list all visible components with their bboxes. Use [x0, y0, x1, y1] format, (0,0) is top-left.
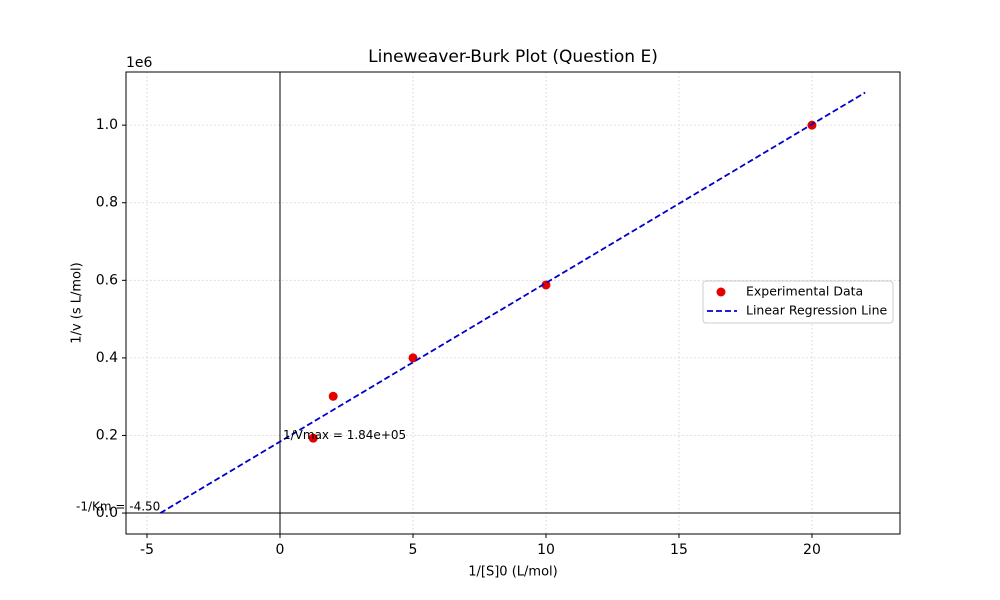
legend-marker [716, 287, 726, 297]
x-tick-label: 15 [670, 542, 688, 558]
legend-label: Linear Regression Line [746, 303, 888, 318]
y-axis-label: 1/v (s L/mol) [70, 262, 85, 343]
plot-frame [125, 71, 901, 535]
y-tick-label: 0.4 [96, 350, 118, 366]
y-offset-label: 1e6 [126, 55, 153, 71]
x-tick-label: 20 [803, 542, 821, 558]
annotation: -1/Km = -4.50 [76, 500, 160, 514]
legend: Experimental Data Linear Regression Line [702, 280, 894, 324]
y-tick-label: 0.2 [96, 427, 118, 443]
y-tick-label: 0.0 [96, 505, 118, 521]
x-tick-label: -5 [140, 542, 154, 558]
chart-title: Lineweaver-Burk Plot (Question E) [368, 47, 658, 67]
x-axis-label: 1/[S]0 (L/mol) [468, 565, 557, 580]
data-point [328, 391, 338, 401]
legend-label: Experimental Data [746, 284, 863, 299]
legend-box [702, 280, 894, 324]
y-tick-label: 0.8 [96, 195, 118, 211]
x-tick-label: 0 [276, 542, 285, 558]
data-point [308, 433, 318, 443]
regression-line [159, 91, 866, 514]
annotation: 1/Vmax = 1.84e+05 [283, 428, 406, 442]
x-tick-label: 10 [537, 542, 555, 558]
y-tick-label: 0.6 [96, 272, 118, 288]
x-tick-label: 5 [409, 542, 418, 558]
y-tick-label: 1.0 [96, 117, 118, 133]
data-point [541, 280, 551, 290]
